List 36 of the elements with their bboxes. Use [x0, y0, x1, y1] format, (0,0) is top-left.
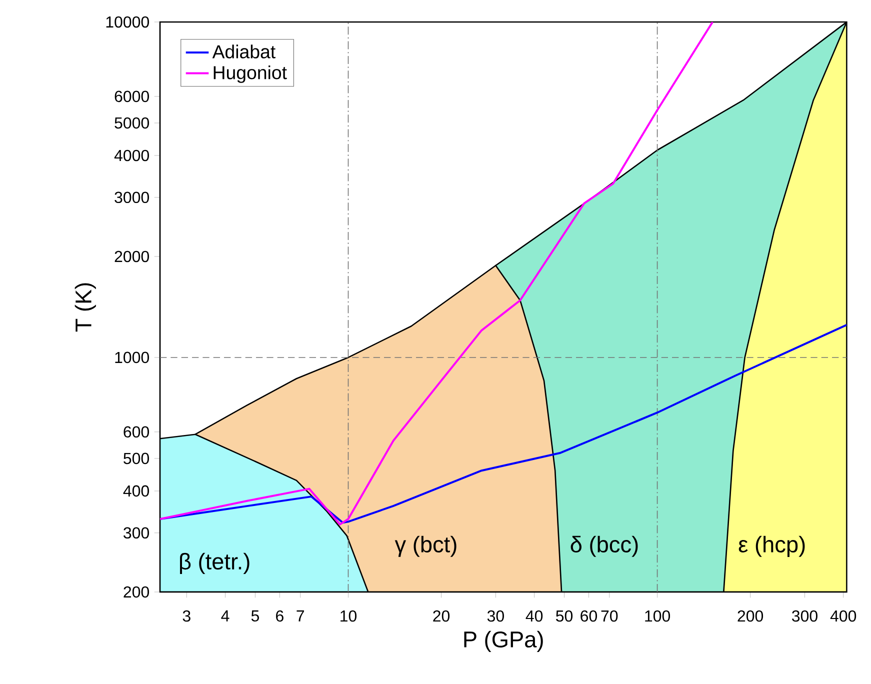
x-tick-label: 300 — [792, 610, 818, 622]
legend-label: Hugoniot — [214, 66, 287, 83]
y-tick-label: 600 — [124, 426, 149, 438]
y-tick-label: 4000 — [114, 150, 149, 162]
annotation: δ (bcc) — [570, 536, 638, 557]
x-tick-label: 5 — [251, 610, 259, 622]
y-tick-label: 400 — [123, 485, 149, 497]
annotation: β (tetr.) — [180, 552, 250, 574]
y-tick-label: 2000 — [114, 250, 149, 262]
y-tick-label: 5000 — [114, 117, 149, 129]
x-tick-label: 400 — [830, 610, 856, 622]
annotation: γ (bct) — [394, 536, 456, 557]
x-tick-label: 200 — [738, 610, 764, 622]
x-axis-title: P (GPa) — [464, 630, 543, 652]
x-tick-label: 10 — [340, 610, 357, 622]
x-tick-label: 50 — [556, 610, 573, 622]
x-tick-label: 4 — [221, 610, 230, 622]
x-tick-label: 3 — [182, 610, 190, 622]
y-tick-label: 10000 — [106, 16, 149, 28]
y-axis-title: T (K) — [74, 283, 96, 332]
x-tick-label: 30 — [487, 610, 504, 622]
y-tick-label: 200 — [124, 586, 149, 598]
x-tick-label: 70 — [601, 610, 618, 622]
x-tick-label: 7 — [296, 610, 304, 622]
annotation: ε (hcp) — [738, 536, 805, 557]
x-tick-label: 20 — [433, 610, 450, 622]
x-tick-label: 100 — [645, 610, 670, 622]
y-tick-label: 300 — [124, 527, 149, 539]
legend-label: Adiabat — [212, 44, 276, 58]
y-tick-label: 3000 — [114, 192, 149, 204]
x-tick-label: 6 — [276, 610, 284, 622]
y-tick-label: 1000 — [115, 352, 149, 364]
x-tick-label: 60 — [580, 610, 598, 622]
y-tick-label: 6000 — [114, 90, 149, 102]
y-tick-label: 500 — [124, 452, 149, 464]
x-tick-label: 40 — [526, 610, 543, 622]
